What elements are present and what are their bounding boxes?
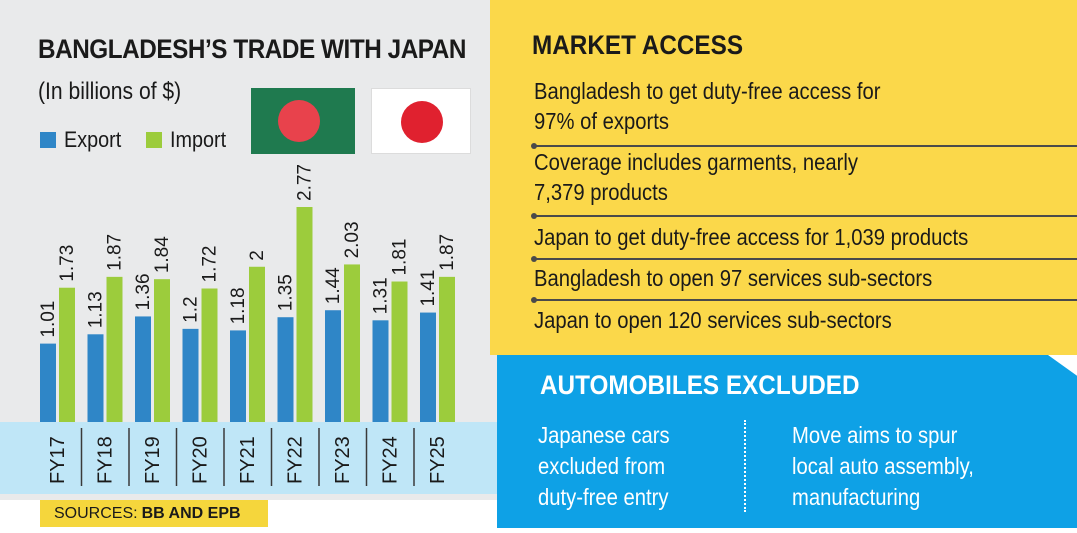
category-label-fy18: FY18	[95, 436, 117, 484]
bar-export-fy18	[87, 334, 104, 422]
bar-export-fy24	[372, 320, 389, 422]
value-label-import-fy21: 2	[247, 250, 268, 261]
bar-import-fy19	[154, 279, 170, 422]
value-label-import-fy25: 1.87	[437, 234, 458, 271]
bar-import-fy17	[59, 287, 75, 422]
bar-export-fy17	[40, 343, 56, 422]
value-label-export-fy19: 1.36	[133, 273, 154, 310]
market-item-4: Bangladesh to open 97 services sub-secto…	[534, 265, 933, 291]
value-label-export-fy18: 1.13	[86, 291, 107, 328]
bar-export-fy20	[182, 328, 199, 422]
category-label-fy24: FY24	[380, 436, 402, 484]
market-divider	[531, 213, 1077, 219]
japan-flag-icon	[371, 88, 471, 154]
bar-export-fy21	[230, 330, 246, 422]
value-label-import-fy20: 1.72	[200, 246, 221, 283]
automobiles-right-text: Move aims to spur local auto assembly, m…	[792, 422, 974, 510]
automobiles-separator	[744, 420, 746, 512]
bar-import-fy22	[296, 207, 313, 422]
value-label-export-fy17: 1.01	[38, 301, 59, 338]
category-label-fy25: FY25	[427, 436, 449, 484]
value-label-export-fy23: 1.44	[323, 267, 344, 304]
bar-export-fy22	[277, 317, 294, 422]
bar-export-fy25	[420, 312, 436, 422]
value-label-export-fy25: 1.41	[418, 270, 439, 307]
market-item-3: Japan to get duty-free access for 1,039 …	[534, 224, 969, 250]
category-label-fy22: FY22	[285, 436, 307, 484]
value-label-import-fy22: 2.77	[295, 164, 316, 201]
market-access-panel	[490, 0, 1077, 355]
sources-note: SOURCES: BB AND EPB	[40, 500, 268, 527]
sources-prefix: SOURCES:	[54, 504, 138, 522]
category-label-fy19: FY19	[142, 436, 164, 484]
export-legend-swatch	[40, 132, 56, 148]
import-legend-label: Import	[169, 127, 226, 152]
automobiles-left-text: Japanese cars excluded from duty-free en…	[538, 422, 670, 510]
import-legend-swatch	[145, 132, 162, 148]
market-item-5: Japan to open 120 services sub-sectors	[534, 307, 892, 333]
value-label-import-fy23: 2.03	[342, 221, 363, 258]
value-label-import-fy24: 1.81	[390, 239, 411, 276]
value-label-import-fy17: 1.73	[57, 245, 78, 282]
bar-chart: 1.01 1.73 FY17 1.13 1.87 FY18 1.361.84 FY19 1.2 1…	[38, 164, 458, 486]
bar-import-fy20	[201, 288, 218, 422]
chart-legend: Export Import	[40, 127, 250, 153]
value-label-export-fy20: 1.2	[181, 296, 202, 322]
bar-export-fy19	[135, 316, 151, 422]
export-legend-label: Export	[64, 127, 122, 152]
category-label-fy20: FY20	[190, 436, 212, 484]
bar-import-fy25	[439, 276, 455, 422]
trade-chart-panel: BANGLADESH’S TRADE WITH JAPAN (In billio…	[0, 0, 497, 533]
bar-import-fy23	[344, 264, 360, 422]
market-divider	[531, 143, 1077, 149]
category-label-fy23: FY23	[332, 436, 354, 484]
bar-import-fy21	[249, 266, 265, 422]
automobiles-panel	[497, 355, 1077, 528]
sources-value: BB AND EPB	[141, 504, 241, 522]
bar-export-fy23	[325, 310, 341, 422]
chart-title: BANGLADESH’S TRADE WITH JAPAN	[38, 34, 466, 64]
market-item-2: Coverage includes garments, nearly 7,379…	[534, 149, 859, 205]
value-label-import-fy18: 1.87	[105, 234, 126, 271]
chart-subtitle: (In billions of $)	[38, 78, 182, 105]
value-label-export-fy22: 1.35	[276, 274, 297, 311]
market-item-1: Bangladesh to get duty-free access for 9…	[534, 78, 881, 134]
value-label-export-fy21: 1.18	[228, 287, 249, 324]
value-label-export-fy24: 1.31	[371, 277, 392, 314]
bar-import-fy18	[106, 276, 123, 422]
bar-import-fy24	[391, 281, 408, 422]
chart-background	[0, 0, 497, 500]
category-label-fy21: FY21	[237, 436, 259, 484]
automobiles-title: AUTOMOBILES EXCLUDED	[540, 370, 860, 400]
market-divider	[531, 256, 1077, 262]
bangladesh-flag-icon	[251, 88, 355, 154]
market-divider	[531, 297, 1077, 303]
market-access-title: MARKET ACCESS	[532, 30, 744, 60]
category-label-fy17: FY17	[47, 436, 69, 484]
value-label-import-fy19: 1.84	[152, 236, 173, 273]
